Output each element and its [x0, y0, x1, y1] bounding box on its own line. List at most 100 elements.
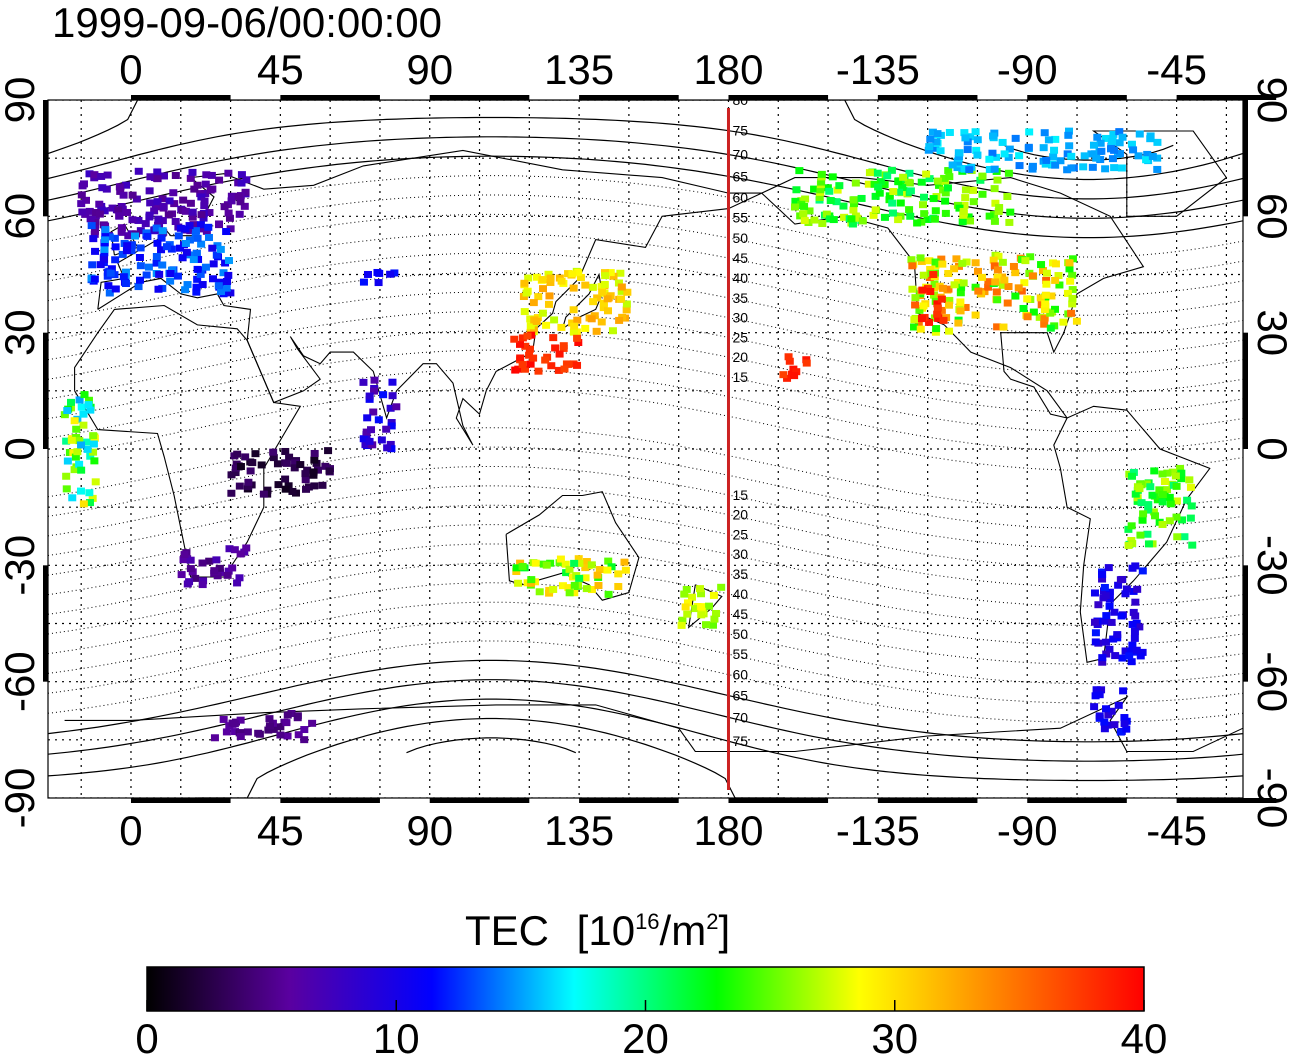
tec-point [1090, 703, 1099, 711]
tec-point [227, 197, 236, 205]
tec-point [1093, 133, 1102, 141]
tec-point [960, 165, 969, 173]
tec-point [1137, 499, 1146, 507]
tec-point [1042, 156, 1051, 164]
tec-point [989, 256, 998, 264]
left-latitude-tick-label: 30 [0, 309, 43, 356]
tec-point [925, 318, 934, 326]
tec-point [917, 178, 926, 186]
tec-point [817, 170, 826, 178]
tec-point [86, 452, 95, 460]
tec-point [90, 457, 99, 465]
left-latitude-tick-label: -30 [0, 535, 43, 596]
tec-point [1166, 500, 1175, 508]
tec-point [555, 559, 564, 567]
top-longitude-tick-label: 0 [119, 46, 142, 93]
tec-point [575, 559, 584, 567]
tec-point [96, 261, 105, 269]
tec-point [873, 169, 882, 177]
tec-point [227, 489, 236, 497]
tec-point [1117, 164, 1126, 172]
tec-point [1122, 725, 1131, 733]
tec-point [100, 255, 109, 263]
tec-point [237, 179, 246, 187]
tec-point [1165, 493, 1174, 501]
tec-point [889, 188, 898, 196]
tec-point [918, 286, 927, 294]
tec-point [538, 309, 547, 317]
tec-point [600, 280, 609, 288]
tec-point [1046, 324, 1055, 332]
tec-point [908, 285, 917, 293]
tec-point [123, 208, 132, 216]
tec-point [1138, 567, 1147, 575]
tec-point [906, 187, 915, 195]
tec-point [784, 353, 793, 361]
tec-point [155, 270, 164, 278]
tec-point [144, 263, 153, 271]
tec-point [370, 387, 379, 395]
tec-point [1104, 711, 1113, 719]
tec-point [593, 571, 602, 579]
tec-point [274, 481, 283, 489]
bottom-longitude-tick-label: -135 [836, 807, 920, 854]
tec-point [576, 273, 585, 281]
tec-point [365, 392, 374, 400]
tec-point [190, 185, 199, 193]
tec-point [969, 198, 978, 206]
tec-point [79, 421, 88, 429]
tec-point [954, 158, 963, 166]
tec-point [817, 178, 826, 186]
tec-point [82, 196, 91, 204]
tec-point [922, 170, 931, 178]
tec-point [885, 192, 894, 200]
tec-point [880, 213, 889, 221]
tec-point [193, 181, 202, 189]
tec-point [87, 222, 96, 230]
tec-point [914, 319, 923, 327]
tec-point [972, 146, 981, 154]
tec-point [810, 185, 819, 193]
tec-point [544, 300, 553, 308]
bottom-longitude-tick-label: -90 [997, 807, 1058, 854]
tec-point [145, 187, 154, 195]
tec-point [1028, 162, 1037, 170]
tec-point [1135, 485, 1144, 493]
tec-point [128, 191, 137, 199]
magnetic-latitude-contour [48, 369, 1243, 452]
tec-point [236, 550, 245, 558]
tec-point [614, 279, 623, 287]
tec-point [1097, 147, 1106, 155]
tec-point [913, 219, 922, 227]
tec-point [136, 262, 145, 270]
left-latitude-tick-label: 90 [0, 77, 43, 124]
tec-point [622, 306, 631, 314]
tec-point [541, 356, 550, 364]
tec-point [792, 186, 801, 194]
tec-point [117, 224, 126, 232]
tec-point [1132, 619, 1141, 627]
tec-point [69, 449, 78, 457]
tec-point [1015, 152, 1024, 160]
tec-point [79, 410, 88, 418]
tec-point [988, 149, 997, 157]
tec-point [592, 327, 601, 335]
tec-point [1051, 276, 1060, 284]
tec-point [1040, 129, 1049, 137]
tec-point [1109, 130, 1118, 138]
tec-point [1056, 157, 1065, 165]
tec-point [971, 283, 980, 291]
tec-point [1102, 705, 1111, 713]
tec-point [105, 233, 114, 241]
tec-point [309, 468, 318, 476]
tec-point [241, 453, 250, 461]
tec-point [236, 463, 245, 471]
tec-point [79, 180, 88, 188]
tec-point [994, 252, 1003, 260]
tec-point [180, 551, 189, 559]
tec-point [961, 186, 970, 194]
tec-point [205, 209, 214, 217]
tec-point [564, 360, 573, 368]
colorbar-tick-label: 20 [622, 1015, 669, 1057]
tec-point [296, 461, 305, 469]
